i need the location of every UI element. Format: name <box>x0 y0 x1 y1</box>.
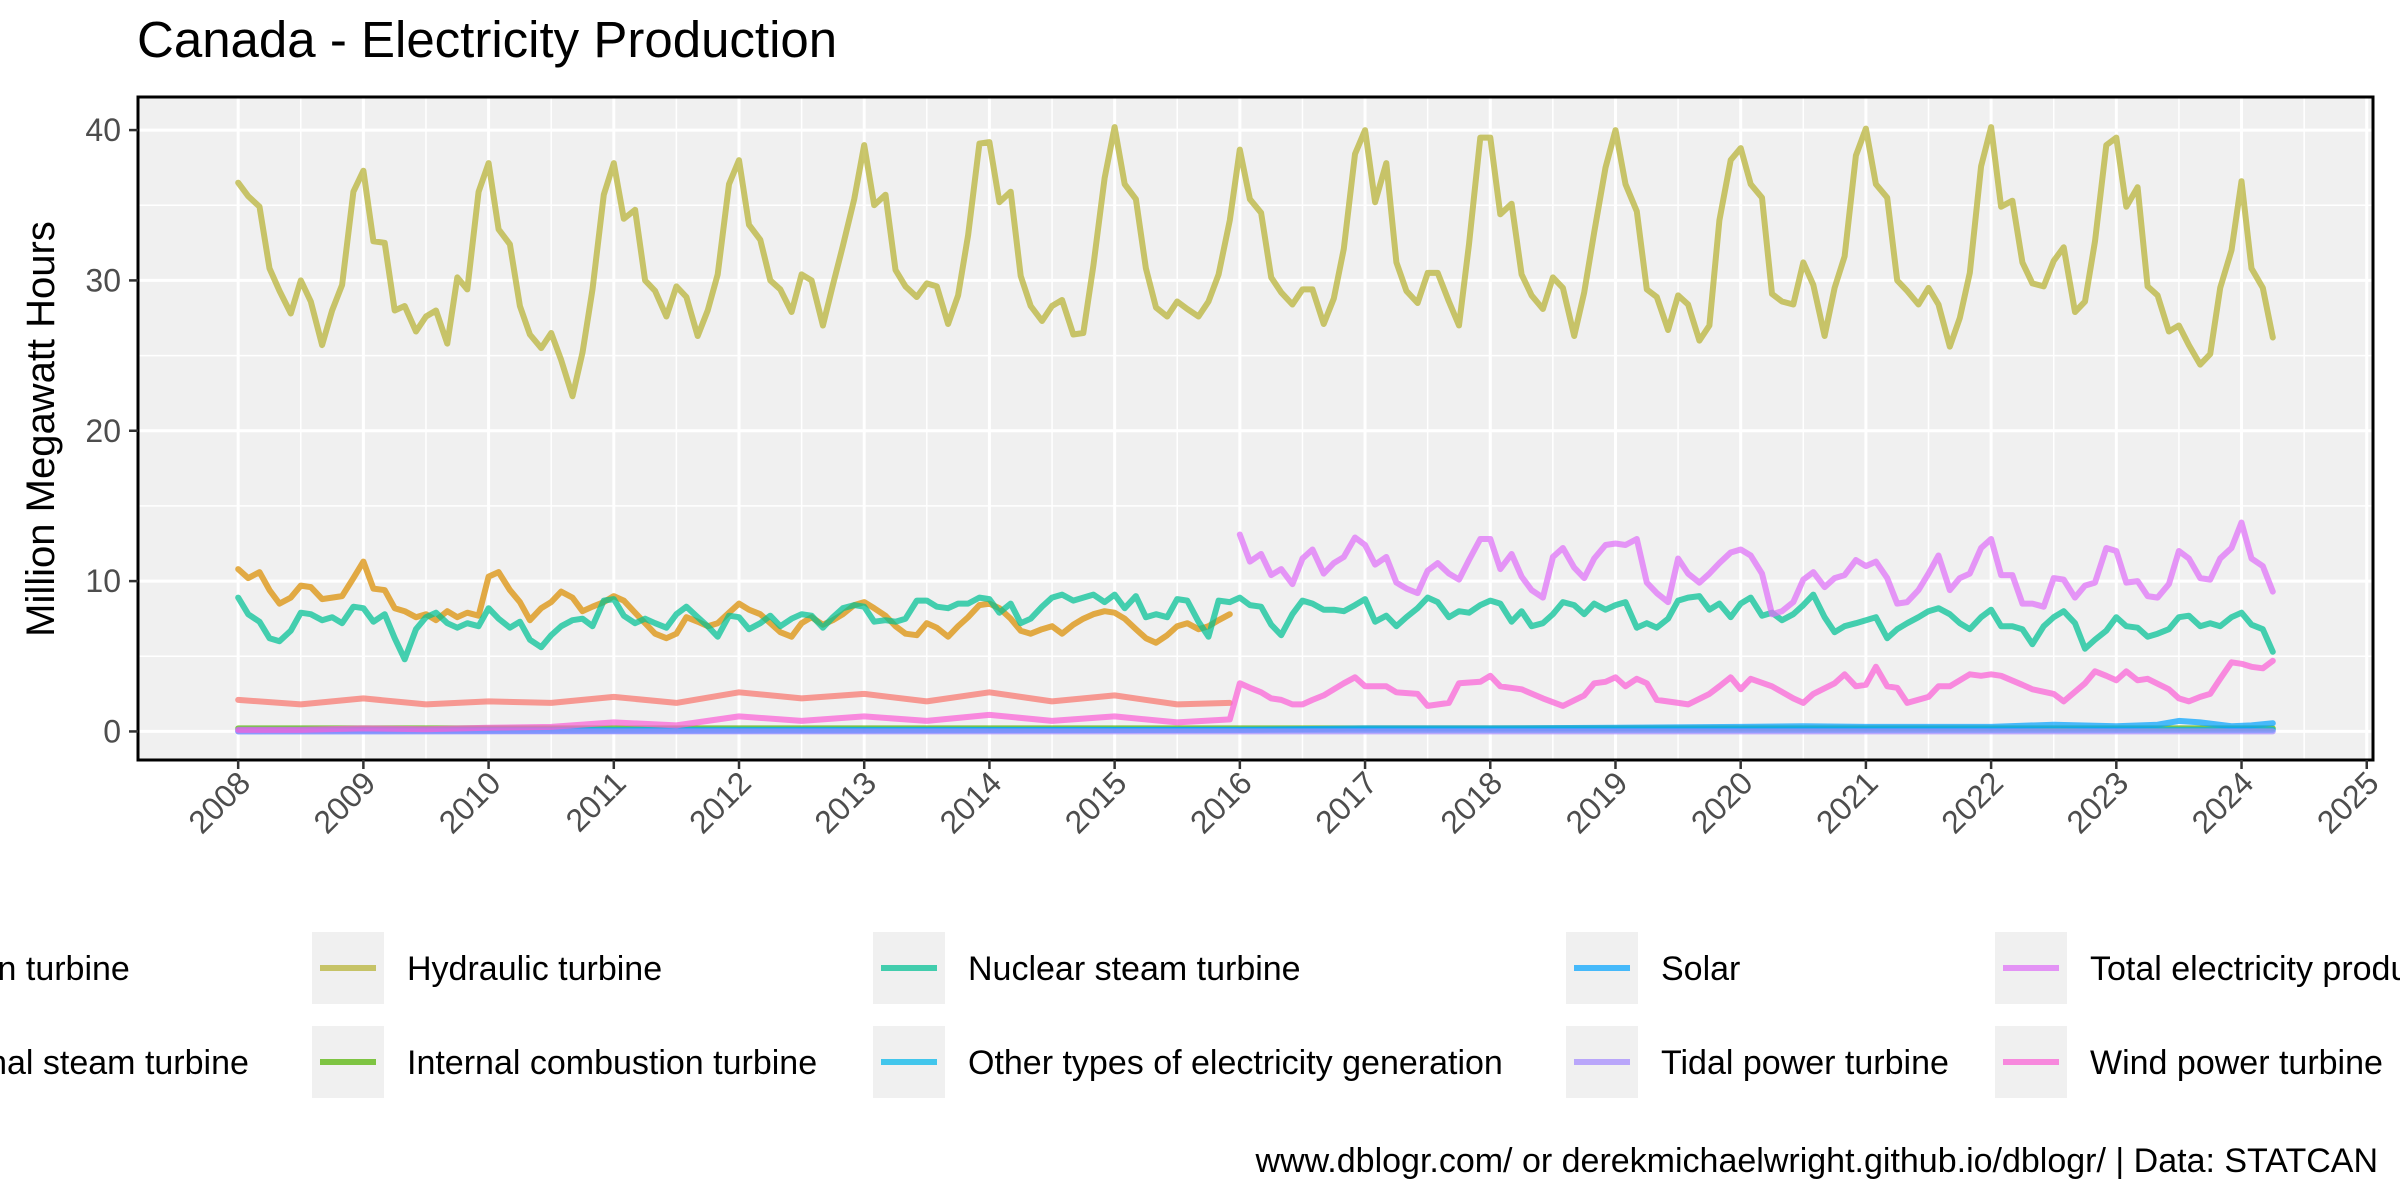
legend-label: Total electricity production from non-re… <box>2090 950 2400 988</box>
y-tick-label: 10 <box>85 563 121 599</box>
legend-label: Hydraulic turbine <box>407 950 662 988</box>
legend-label: Wind power turbine <box>2090 1044 2383 1082</box>
legend-label: Solar <box>1661 950 1740 988</box>
series-lines <box>235 124 2276 735</box>
series-line <box>235 124 2276 400</box>
y-tick-label: 0 <box>103 713 121 749</box>
y-tick-label: 20 <box>85 413 121 449</box>
series-line <box>1236 519 2276 618</box>
legend-label: Conventional steam turbine <box>0 1044 249 1082</box>
grid-lines <box>138 97 2373 760</box>
legend-label: Internal combustion turbine <box>407 1044 817 1082</box>
chart-title: Canada - Electricity Production <box>137 11 837 68</box>
legend-label: Tidal power turbine <box>1661 1044 1949 1082</box>
plot-border <box>136 95 2375 762</box>
series-line <box>235 591 2276 663</box>
legend: Combustion turbine Conventional steam tur… <box>0 932 2400 1098</box>
legend-label: Combustion turbine <box>0 950 130 988</box>
series-line <box>235 558 1233 646</box>
y-axis-label: Million Megawatt Hours <box>19 221 63 637</box>
y-tick-label: 40 <box>85 112 121 148</box>
y-tick-label: 30 <box>85 262 121 298</box>
series-line <box>235 689 1233 708</box>
plot-panel <box>138 97 2373 760</box>
chart-caption: www.dblogr.com/ or derekmichaelwright.gi… <box>1255 1142 2378 1180</box>
legend-label: Nuclear steam turbine <box>968 950 1301 988</box>
series-line <box>235 657 2276 733</box>
legend-label: Other types of electricity generation <box>968 1044 1503 1082</box>
